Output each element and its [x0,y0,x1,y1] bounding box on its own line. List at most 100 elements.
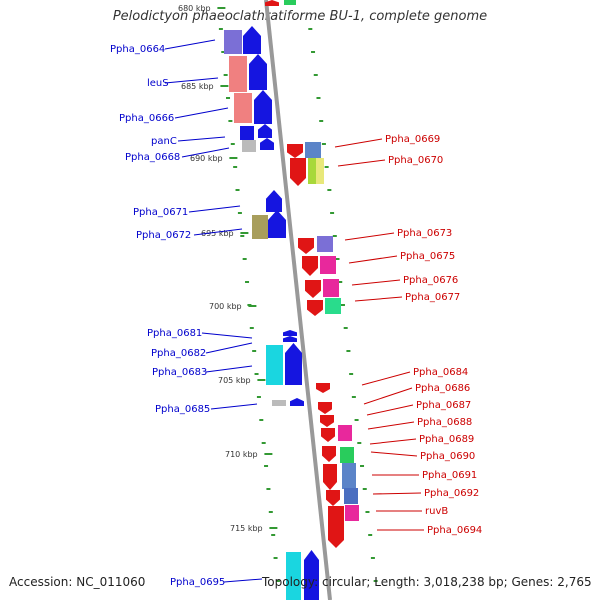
forward-gene-arrow [258,124,272,138]
slot-dot [370,557,375,559]
slot-dot [268,511,273,513]
slot-dot [346,350,351,352]
gene-label-forward: Ppha_0681 [147,328,202,339]
slot-dot [321,143,326,145]
slot-dot [242,258,247,260]
gene-label-leader [193,228,243,236]
gene-label-forward: Ppha_0695 [170,577,225,588]
slot-dot [228,120,233,122]
slot-dot [230,143,235,145]
scale-tick-label: 715 kbp [230,524,263,533]
gene-feature-box [316,158,324,184]
forward-gene-arrow [290,398,304,406]
slot-dot [351,396,356,398]
forward-gene-arrow [268,210,286,238]
reverse-gene-arrow [287,144,303,158]
reverse-gene-arrow [298,238,314,254]
gene-label-leader [164,39,216,50]
scale-tick-label: 695 kbp [201,229,234,238]
reverse-gene-arrow [326,490,340,506]
gene-feature-box [323,279,339,297]
gene-label-reverse: Ppha_0690 [420,451,475,462]
slot-dot [308,28,313,30]
slot-dot [340,304,345,306]
reverse-gene-arrow [305,280,321,298]
gene-label-forward: Ppha_0666 [119,113,174,124]
slot-dot [271,534,276,536]
gene-feature-box [320,256,336,274]
slot-dot [338,281,343,283]
gene-label-leader [201,332,253,339]
gene-feature-box [308,158,316,184]
slot-dot [256,396,261,398]
scale-tick-label: 710 kbp [225,450,258,459]
gene-feature-box [229,56,247,92]
map-title: Pelodictyon phaeoclathratiforme BU-1, co… [112,9,488,24]
forward-gene-arrow [266,190,282,212]
backbone-line [264,0,332,600]
gene-feature-box [272,400,286,406]
slot-dot [330,212,335,214]
slot-dot [311,51,316,53]
gene-feature-box [345,505,359,521]
slot-dot [218,28,223,30]
forward-gene-arrow [265,0,279,6]
gene-label-reverse: Ppha_0675 [400,251,455,262]
gene-label-leader [205,365,253,373]
slot-dot [264,465,269,467]
gene-feature-box [340,447,354,463]
slot-dot [313,74,318,76]
reverse-gene-arrow [328,506,344,548]
slot-dot [373,580,378,582]
slot-dot [324,166,329,168]
reverse-gene-arrow [320,415,334,427]
reverse-gene-arrow [307,300,323,316]
scale-tick-label: 705 kbp [218,376,251,385]
gene-label-leader [164,77,219,84]
gene-label-forward: Ppha_0685 [155,404,210,415]
gene-label-leader [361,371,411,386]
slot-dot [259,419,264,421]
gene-label-reverse: Ppha_0684 [413,367,468,378]
gene-feature-box [284,0,296,5]
gene-label-leader [337,159,386,167]
gene-feature-box [325,298,341,314]
gene-label-leader [354,296,403,302]
slot-dot [254,373,259,375]
reverse-gene-arrow [323,464,337,490]
slot-dot [365,511,370,513]
gene-label-reverse: ruvB [425,506,448,517]
slot-dot [252,350,257,352]
gene-label-forward: leuS [147,78,169,89]
slot-dot [273,557,278,559]
gene-label-reverse: Ppha_0673 [397,228,452,239]
slot-dot [226,97,231,99]
scale-tick-label: 680 kbp [178,4,211,13]
slot-dot [349,373,354,375]
gene-feature-box [342,463,356,489]
slot-dot [362,488,367,490]
reverse-gene-arrow [302,256,318,276]
forward-gene-arrow [243,26,261,54]
reverse-gene-arrow [322,446,336,462]
gene-label-leader [174,107,229,119]
slot-dot [327,189,332,191]
gene-label-leader [370,451,418,457]
gene-label-leader [334,138,383,148]
gene-label-reverse: Ppha_0688 [417,417,472,428]
scale-ticks: 680 kbp 685 kbp 690 kbp 695 kbp 700 kbp 705 k… [178,4,278,533]
gene-label-leader [366,404,414,416]
gene-feature-box [317,236,333,252]
forward-gene-arrow [304,550,319,600]
gene-label-leader [181,147,230,158]
gene-label-reverse: Ppha_0676 [403,275,458,286]
gene-label-leader [351,279,401,286]
gene-label-leader [367,421,415,430]
slot-dot [245,281,250,283]
slot-dot [343,327,348,329]
forward-gene-arrow [285,343,302,385]
slot-dot [221,51,226,53]
slot-dot [240,235,245,237]
gene-label-forward: Ppha_0683 [152,367,207,378]
gene-label-forward: Ppha_0671 [133,207,188,218]
